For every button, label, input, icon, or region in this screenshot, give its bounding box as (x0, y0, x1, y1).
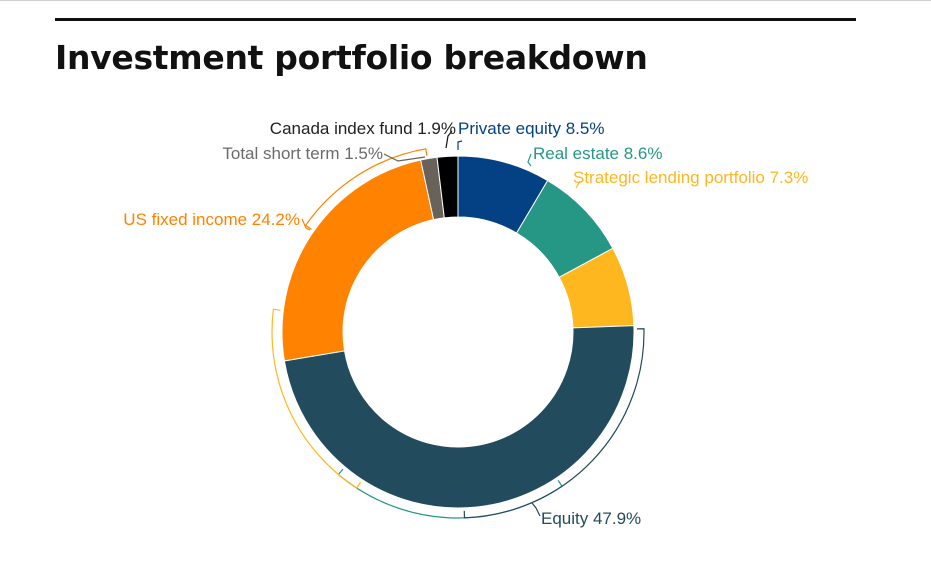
connector-equity (531, 502, 541, 517)
leader-strategic-lending-portfolio (271, 308, 362, 489)
slice-equity (283, 325, 635, 509)
title-rule (55, 18, 856, 21)
leader-equity (463, 328, 645, 519)
label-real-estate: Real estate 8.6% (533, 144, 662, 163)
connector-real-estate (527, 153, 532, 167)
chart-title: Investment portfolio breakdown (55, 38, 648, 77)
leader-us-fixed-income (304, 148, 428, 230)
leader-private-equity (457, 140, 463, 150)
connector-strategic-lending-portfolio (575, 180, 581, 189)
slice-us-fixed-income (281, 159, 435, 362)
label-equity: Equity 47.9% (541, 509, 641, 528)
connector-us-fixed-income (301, 218, 311, 231)
leader-canada-index-fund (445, 130, 453, 149)
label-canada-index-fund: Canada index fund 1.9% (270, 119, 456, 138)
label-total-short-term: Total short term 1.5% (222, 144, 383, 163)
leader-total-short-term (383, 153, 426, 162)
slice-canada-index-fund (436, 155, 459, 219)
label-private-equity: Private equity 8.5% (458, 119, 604, 138)
top-divider (0, 0, 931, 1)
label-us-fixed-income: US fixed income 24.2% (123, 210, 300, 229)
label-strategic-lending-portfolio: Strategic lending portfolio 7.3% (573, 168, 808, 187)
